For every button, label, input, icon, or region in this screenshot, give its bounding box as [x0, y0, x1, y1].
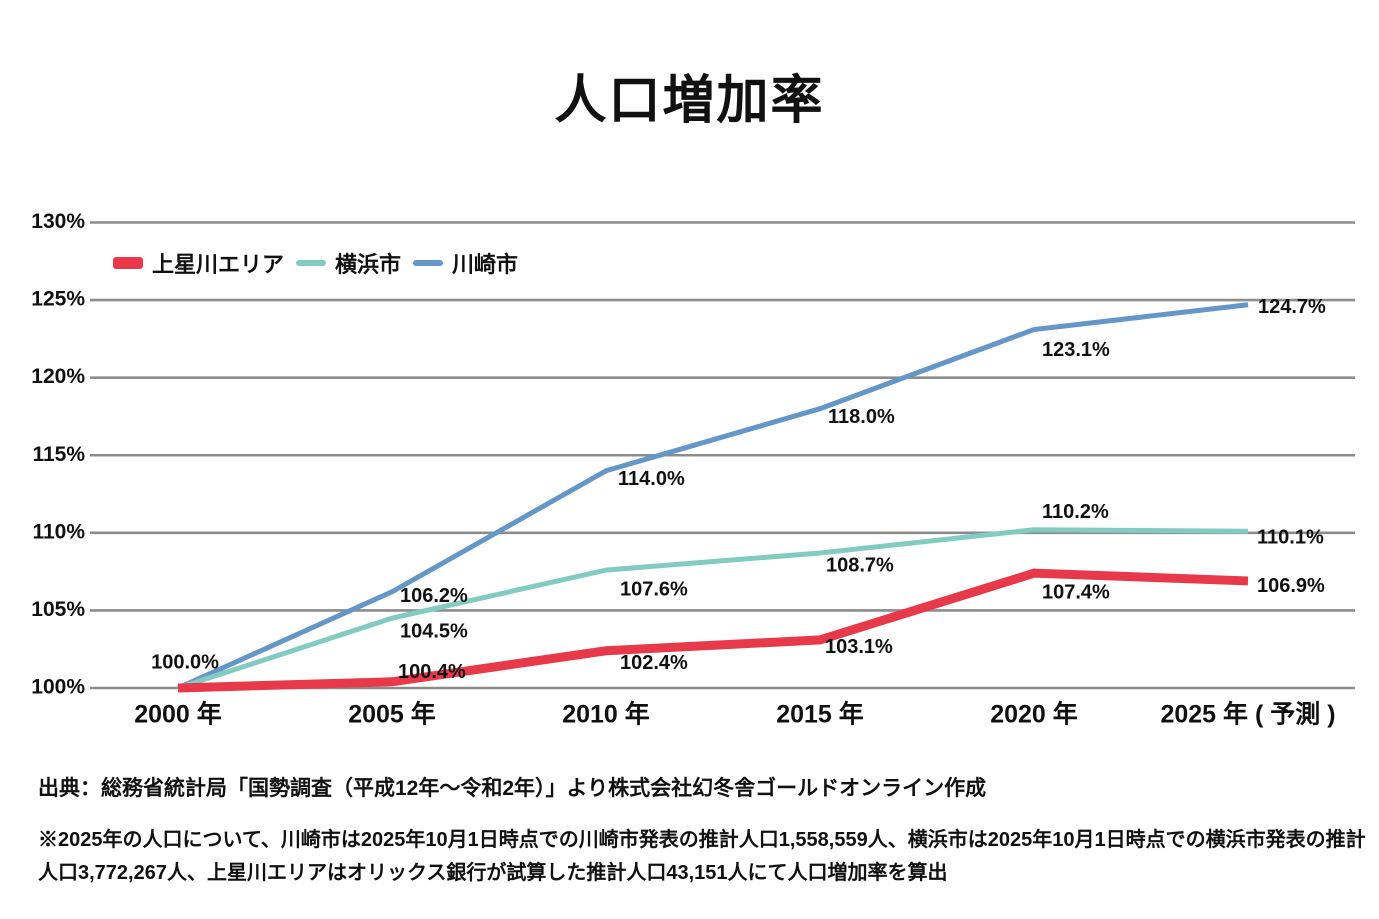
- series-line-kawasaki-city: [176, 302, 1249, 691]
- legend-item-kawasaki-city: 川崎市: [413, 247, 518, 279]
- legend-swatch-kawasaki-city: [413, 260, 444, 266]
- series-line-kamihoshikawa-area: [177, 568, 1249, 693]
- legend-label: 川崎市: [452, 252, 519, 277]
- data-label-kamihoshikawa-area: 106.9%: [1257, 575, 1325, 597]
- x-axis-tick-label: 2025 年 ( 予測 ): [1160, 700, 1335, 729]
- x-axis-tick-label: 2000 年: [134, 700, 222, 729]
- legend-swatch-yokohama-city: [296, 260, 327, 266]
- y-axis-tick-label: 120%: [31, 365, 85, 388]
- data-label-yokohama-city: 110.2%: [1042, 501, 1109, 523]
- y-axis-tick-label: 110%: [32, 520, 85, 543]
- y-axis-tick-label: 100%: [31, 676, 85, 699]
- y-axis-tick-label: 130%: [31, 210, 85, 233]
- x-axis-tick-label: 2010 年: [562, 700, 650, 729]
- data-label-kawasaki-city: 124.7%: [1258, 296, 1326, 318]
- x-axis-tick-label: 2020 年: [990, 700, 1078, 729]
- data-label-kamihoshikawa-area: 102.4%: [620, 652, 688, 674]
- x-axis-tick-label: 2005 年: [348, 700, 436, 729]
- legend-swatch-kamihoshikawa-area: [113, 257, 143, 269]
- legend-label: 上星川エリア: [152, 252, 285, 277]
- chart-legend: 上星川エリア 横浜市 川崎市: [113, 247, 518, 279]
- data-label-kawasaki-city: 118.0%: [828, 406, 895, 428]
- start-data-label: 100.0%: [151, 651, 219, 673]
- data-label-kamihoshikawa-area: 107.4%: [1042, 581, 1110, 603]
- y-axis-tick-label: 115%: [32, 443, 85, 466]
- footnote-text: ※2025年の人口について、川崎市は2025年10月1日時点での川崎市発表の推計…: [38, 829, 1366, 884]
- y-axis-tick-label: 125%: [31, 288, 85, 311]
- x-axis-tick-label: 2015 年: [776, 700, 864, 729]
- data-label-kawasaki-city: 123.1%: [1042, 339, 1110, 361]
- legend-label: 横浜市: [335, 252, 402, 277]
- data-label-kamihoshikawa-area: 100.4%: [398, 661, 466, 683]
- data-label-kawasaki-city: 106.2%: [400, 585, 468, 607]
- data-label-kawasaki-city: 114.0%: [618, 468, 685, 490]
- data-label-yokohama-city: 108.7%: [826, 554, 894, 576]
- data-label-kamihoshikawa-area: 103.1%: [825, 636, 893, 658]
- series-line-yokohama-city: [177, 527, 1249, 691]
- data-label-yokohama-city: 104.5%: [400, 620, 468, 642]
- data-label-yokohama-city: 110.1%: [1257, 527, 1324, 549]
- y-axis-tick-label: 105%: [31, 598, 85, 621]
- source-text: 出典：総務省統計局「国勢調査（平成12年～令和2年）」より株式会社幻冬舎ゴールド…: [38, 777, 987, 800]
- legend-item-yokohama-city: 横浜市: [296, 247, 401, 279]
- chart-title: 人口増加率: [554, 72, 825, 130]
- data-label-yokohama-city: 107.6%: [620, 578, 688, 600]
- legend-item-kamihoshikawa-area: 上星川エリア: [113, 247, 284, 279]
